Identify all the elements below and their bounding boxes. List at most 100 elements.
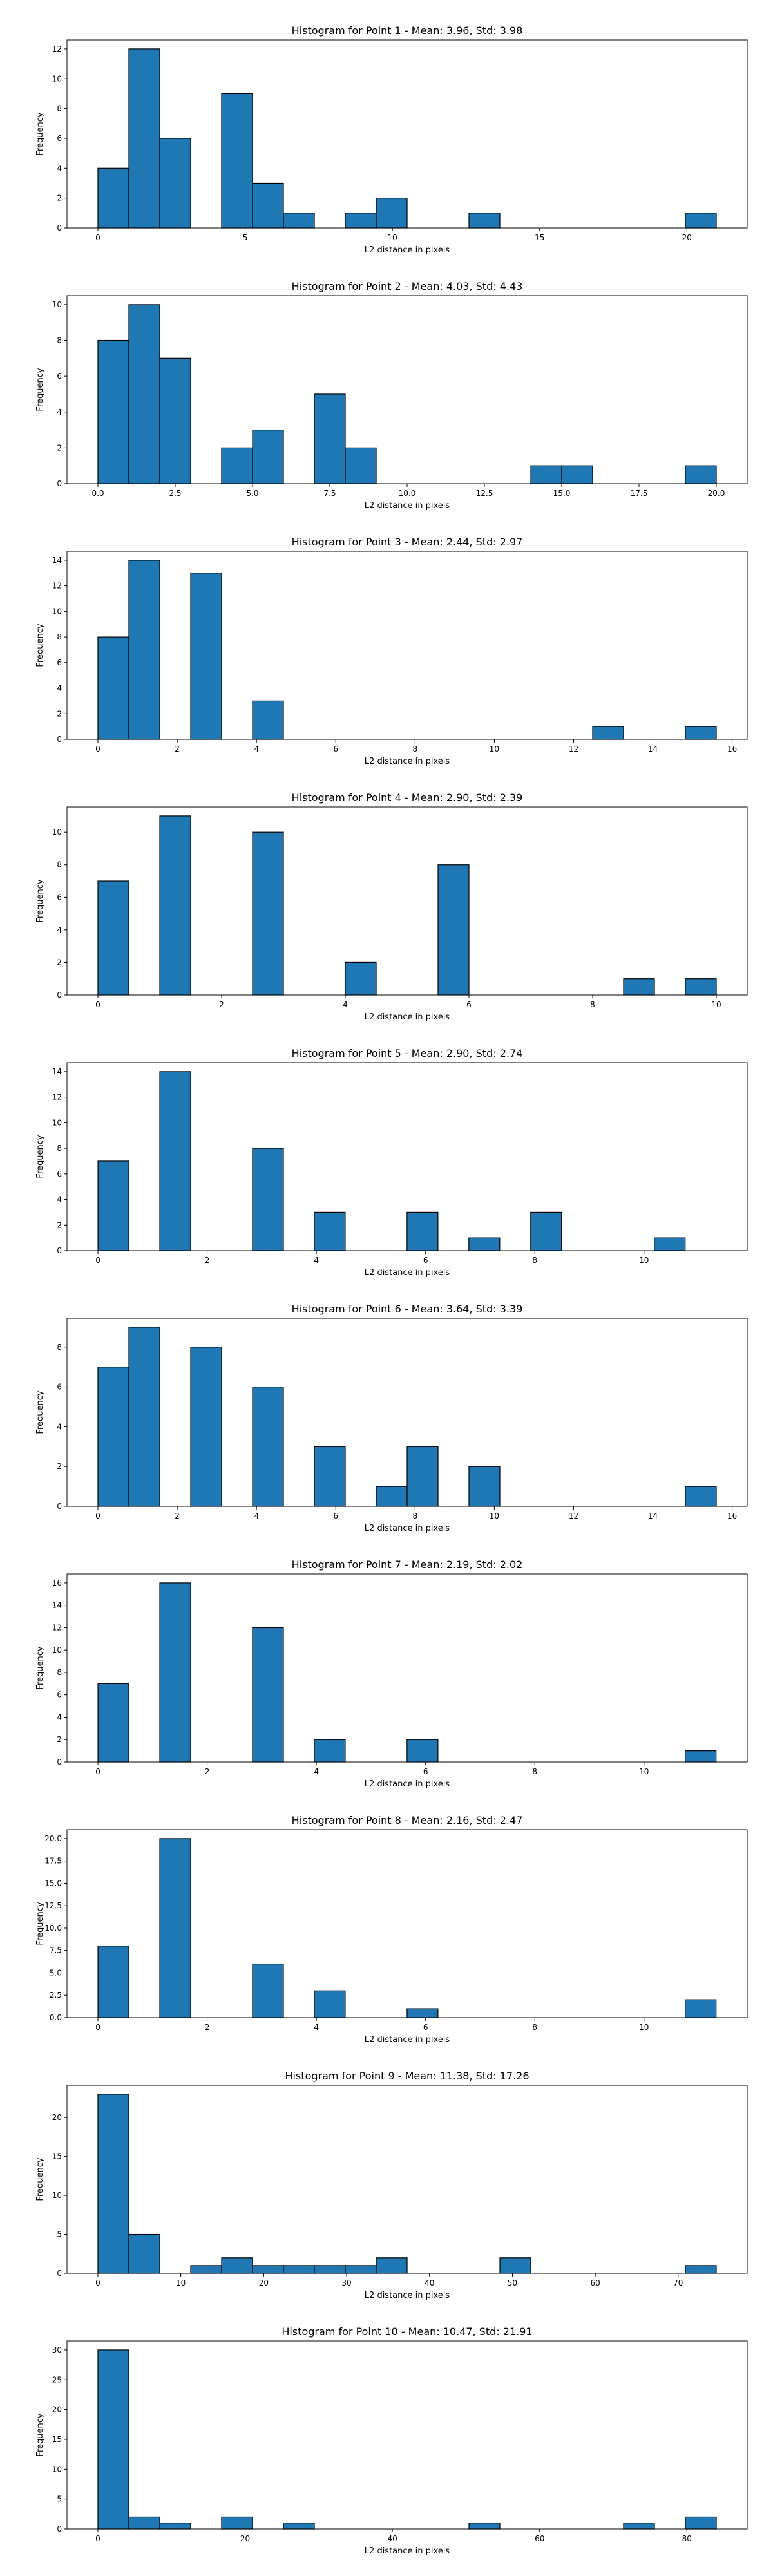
- x-tick-label: 40: [425, 2278, 434, 2287]
- histogram-bar: [345, 213, 377, 229]
- axes-frame: [66, 1573, 748, 1763]
- y-axis-label: Frequency: [35, 1390, 45, 1434]
- histogram-bar: [406, 1211, 439, 1251]
- x-tick-label: 12: [569, 1511, 578, 1520]
- chart-title: Histogram for Point 2 - Mean: 4.03, Std:…: [292, 280, 523, 292]
- histogram-bar: [159, 815, 191, 996]
- histogram-bar: [406, 1739, 439, 1763]
- x-tick-label: 10: [490, 1511, 499, 1520]
- histogram-bar: [252, 831, 284, 996]
- y-tick-label: 2: [57, 1220, 62, 1229]
- y-tick-label: 10: [52, 74, 62, 83]
- histogram-bar: [685, 213, 717, 229]
- x-tick-label: 20: [240, 2534, 250, 2543]
- x-tick-label: 0: [95, 233, 100, 242]
- y-tick-label: 20.0: [44, 1834, 62, 1843]
- histogram-bar: [221, 2257, 253, 2274]
- y-tick-label: 8: [57, 336, 62, 345]
- histogram-bar: [128, 1327, 160, 1507]
- histogram-bar: [97, 880, 129, 996]
- x-tick-label: 2: [175, 744, 180, 753]
- y-tick-label: 6: [57, 1170, 62, 1179]
- histogram-bar: [314, 2265, 346, 2274]
- chart-title: Histogram for Point 4 - Mean: 2.90, Std:…: [292, 791, 523, 804]
- histogram-bar: [128, 48, 160, 229]
- x-tick-label: 6: [466, 1000, 472, 1009]
- chart-10: Histogram for Point 10 - Mean: 10.47, St…: [35, 2325, 748, 2556]
- y-axis-label: Frequency: [35, 2413, 45, 2456]
- chart-title: Histogram for Point 5 - Mean: 2.90, Std:…: [292, 1047, 523, 1059]
- y-tick-label: 10: [52, 1645, 62, 1654]
- histogram-bar: [468, 213, 501, 229]
- y-tick-label: 10: [52, 2465, 62, 2474]
- y-tick-label: 8: [57, 1144, 62, 1153]
- x-tick-label: 15: [535, 233, 544, 242]
- histogram-bar: [345, 447, 377, 484]
- y-tick-label: 4: [57, 1712, 62, 1721]
- x-tick-label: 12: [569, 744, 578, 753]
- x-axis-label: L2 distance in pixels: [365, 2035, 450, 2045]
- x-tick-label: 60: [590, 2278, 600, 2287]
- axes-frame: [66, 1829, 748, 2018]
- x-tick-label: 10: [711, 1000, 721, 1009]
- y-tick-label: 8: [57, 860, 62, 869]
- y-tick-label: 12: [52, 44, 62, 53]
- x-tick-label: 0: [95, 1256, 100, 1265]
- x-tick-label: 16: [727, 1511, 737, 1520]
- x-tick-label: 10: [639, 1256, 649, 1265]
- axes-frame: [66, 2085, 748, 2274]
- x-tick-label: 4: [254, 744, 259, 753]
- histogram-bar: [623, 978, 655, 996]
- histogram-bar: [685, 1999, 717, 2018]
- axes-frame: [66, 39, 748, 229]
- histogram-bar: [159, 2523, 191, 2530]
- chart-title: Histogram for Point 6 - Mean: 3.64, Std:…: [292, 1303, 523, 1315]
- y-tick-label: 0: [57, 735, 62, 744]
- chart-7: Histogram for Point 7 - Mean: 2.19, Std:…: [35, 1558, 748, 1789]
- y-tick-label: 6: [57, 372, 62, 381]
- histogram-bar: [314, 1739, 346, 1763]
- y-tick-label: 10: [52, 607, 62, 616]
- x-tick-label: 20.0: [708, 489, 725, 498]
- histogram-bar: [406, 2008, 439, 2018]
- histogram-bar: [252, 700, 284, 740]
- axes-frame: [66, 2340, 748, 2530]
- histogram-bar: [406, 1446, 439, 1507]
- y-tick-label: 2: [57, 194, 62, 203]
- histogram-bar: [252, 1963, 284, 2018]
- y-axis-label: Frequency: [35, 368, 45, 411]
- x-axis-label: L2 distance in pixels: [365, 2546, 450, 2556]
- y-axis-label: Frequency: [35, 1646, 45, 1689]
- x-axis-label: L2 distance in pixels: [365, 1012, 450, 1022]
- histogram-bar: [654, 1237, 686, 1251]
- histogram-bar: [252, 2265, 284, 2274]
- axes-frame: [66, 551, 748, 740]
- histogram-bar: [283, 2265, 315, 2274]
- y-tick-label: 14: [52, 1601, 62, 1610]
- y-tick-label: 14: [52, 556, 62, 565]
- y-tick-label: 2: [57, 1735, 62, 1744]
- histogram-bar: [128, 304, 160, 484]
- histogram-bar: [159, 1582, 191, 1763]
- x-tick-label: 6: [423, 1767, 428, 1776]
- histogram-bar: [499, 2257, 531, 2274]
- histogram-bar: [376, 198, 408, 229]
- histogram-bar: [685, 726, 717, 740]
- histogram-bar: [128, 2233, 160, 2274]
- chart-9: Histogram for Point 9 - Mean: 11.38, Std…: [35, 2070, 748, 2300]
- histogram-bar: [314, 1211, 346, 1251]
- histogram-bar: [685, 465, 717, 484]
- x-tick-label: 50: [508, 2278, 517, 2287]
- y-tick-label: 17.5: [44, 1857, 62, 1866]
- y-tick-label: 8: [57, 1668, 62, 1677]
- y-tick-label: 30: [52, 2345, 62, 2354]
- y-tick-label: 0: [57, 223, 62, 232]
- x-tick-label: 14: [648, 744, 658, 753]
- histogram-bar: [376, 1486, 408, 1507]
- x-tick-label: 60: [535, 2534, 544, 2543]
- histogram-bar: [252, 1627, 284, 1763]
- x-tick-label: 6: [423, 2023, 428, 2032]
- histogram-bar: [314, 1990, 346, 2018]
- chart-title: Histogram for Point 7 - Mean: 2.19, Std:…: [292, 1558, 523, 1571]
- x-tick-label: 10: [176, 2278, 186, 2287]
